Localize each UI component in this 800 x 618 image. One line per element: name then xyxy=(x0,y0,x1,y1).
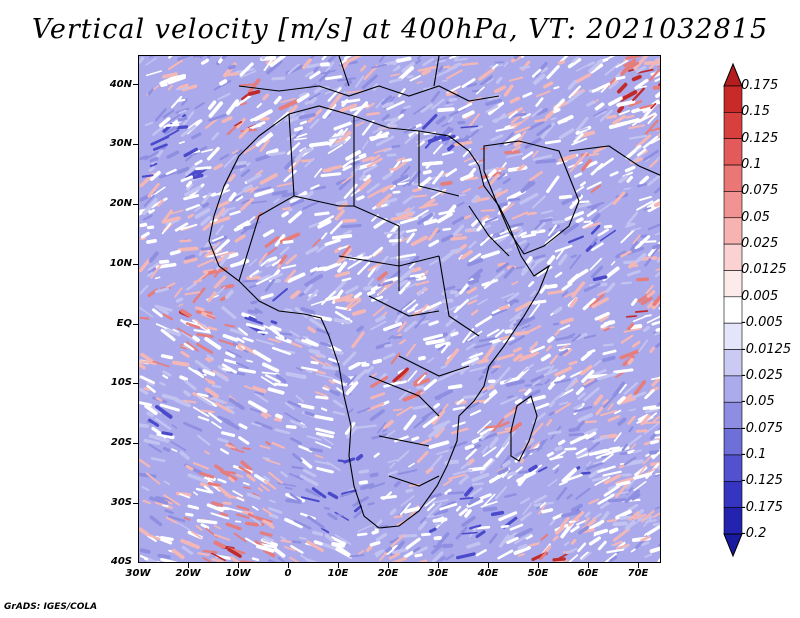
lon-label-70e: 70E xyxy=(627,568,649,579)
colorbar-swatch xyxy=(723,349,743,377)
coastlines xyxy=(208,56,660,529)
lon-tick xyxy=(538,563,539,568)
colorbar-label: -0.025 xyxy=(741,367,783,383)
colorbar-swatch xyxy=(723,112,743,140)
lat-tick xyxy=(133,84,138,85)
colorbar-label: -0.0125 xyxy=(741,341,792,357)
lat-label-20n: 20N xyxy=(109,198,132,209)
colorbar-swatch xyxy=(723,270,743,298)
colorbar-label: 0.05 xyxy=(741,209,770,225)
lat-tick xyxy=(133,144,138,145)
colorbar-top-arrow xyxy=(723,62,743,87)
colorbar-label: -0.1 xyxy=(741,446,767,462)
lat-label-40s: 40S xyxy=(110,556,132,567)
lon-label-60e: 60E xyxy=(577,568,599,579)
map-panel xyxy=(138,55,661,563)
lon-tick xyxy=(388,563,389,568)
lon-label-10w: 10W xyxy=(225,568,251,579)
lon-tick xyxy=(188,563,189,568)
colorbar-label: -0.005 xyxy=(741,315,783,331)
colorbar-label: 0.125 xyxy=(741,130,779,146)
colorbar-swatch xyxy=(723,85,743,113)
lon-tick xyxy=(338,563,339,568)
colorbar-label: 0.075 xyxy=(741,183,779,199)
lat-tick xyxy=(133,324,138,325)
colorbar-swatch xyxy=(723,375,743,403)
colorbar-swatch xyxy=(723,507,743,535)
lat-tick xyxy=(133,503,138,504)
lat-label-30s: 30S xyxy=(110,497,132,508)
lon-tick xyxy=(238,563,239,568)
lat-tick xyxy=(133,204,138,205)
colorbar-swatch xyxy=(723,191,743,219)
lon-label-40e: 40E xyxy=(477,568,499,579)
colorbar-label: 0.005 xyxy=(741,288,779,304)
colorbar-swatch xyxy=(723,428,743,456)
lat-tick xyxy=(133,383,138,384)
colorbar-swatch xyxy=(723,138,743,166)
colorbar-label: 0.1 xyxy=(741,157,762,173)
lon-label-20w: 20W xyxy=(175,568,201,579)
lat-tick xyxy=(133,443,138,444)
lat-label-eq: EQ xyxy=(116,318,132,329)
credit-text: GrADS: IGES/COLA xyxy=(4,602,98,612)
lat-label-30n: 30N xyxy=(109,138,132,149)
colorbar-label: 0.175 xyxy=(741,78,779,93)
colorbar-swatch xyxy=(723,401,743,429)
colorbar-swatch xyxy=(723,217,743,245)
colorbar-label: -0.2 xyxy=(741,526,767,541)
colorbar-swatch xyxy=(723,480,743,508)
colorbar-label: -0.125 xyxy=(741,473,783,489)
lon-label-10e: 10E xyxy=(327,568,349,579)
field-streaks xyxy=(139,56,660,562)
colorbar-bottom-arrow xyxy=(723,533,743,558)
lon-tick xyxy=(638,563,639,568)
lat-tick xyxy=(133,264,138,265)
lon-tick xyxy=(288,563,289,568)
colorbar-swatch xyxy=(723,454,743,482)
lon-label-0: 0 xyxy=(284,568,292,579)
lat-label-10n: 10N xyxy=(109,258,132,269)
lon-label-30w: 30W xyxy=(125,568,151,579)
colorbar xyxy=(723,62,743,558)
colorbar-label: -0.075 xyxy=(741,420,783,436)
colorbar-label: 0.15 xyxy=(741,104,770,120)
lon-tick xyxy=(588,563,589,568)
colorbar-swatch xyxy=(723,164,743,192)
lon-label-30e: 30E xyxy=(427,568,449,579)
colorbar-label: 0.025 xyxy=(741,236,779,252)
map-title: Vertical velocity [m/s] at 400hPa, VT: 2… xyxy=(31,14,769,45)
lon-label-50e: 50E xyxy=(527,568,549,579)
colorbar-swatch xyxy=(723,322,743,350)
colorbar-swatch xyxy=(723,296,743,324)
lat-label-20s: 20S xyxy=(110,437,132,448)
colorbar-label: -0.05 xyxy=(741,394,775,410)
lon-tick xyxy=(488,563,489,568)
lon-label-20e: 20E xyxy=(377,568,399,579)
velocity-field xyxy=(139,56,660,562)
colorbar-label: -0.175 xyxy=(741,499,783,515)
colorbar-swatch xyxy=(723,243,743,271)
colorbar-label: 0.0125 xyxy=(741,262,787,278)
lat-label-40n: 40N xyxy=(109,79,132,90)
lon-tick xyxy=(438,563,439,568)
lat-label-10s: 10S xyxy=(110,377,132,388)
